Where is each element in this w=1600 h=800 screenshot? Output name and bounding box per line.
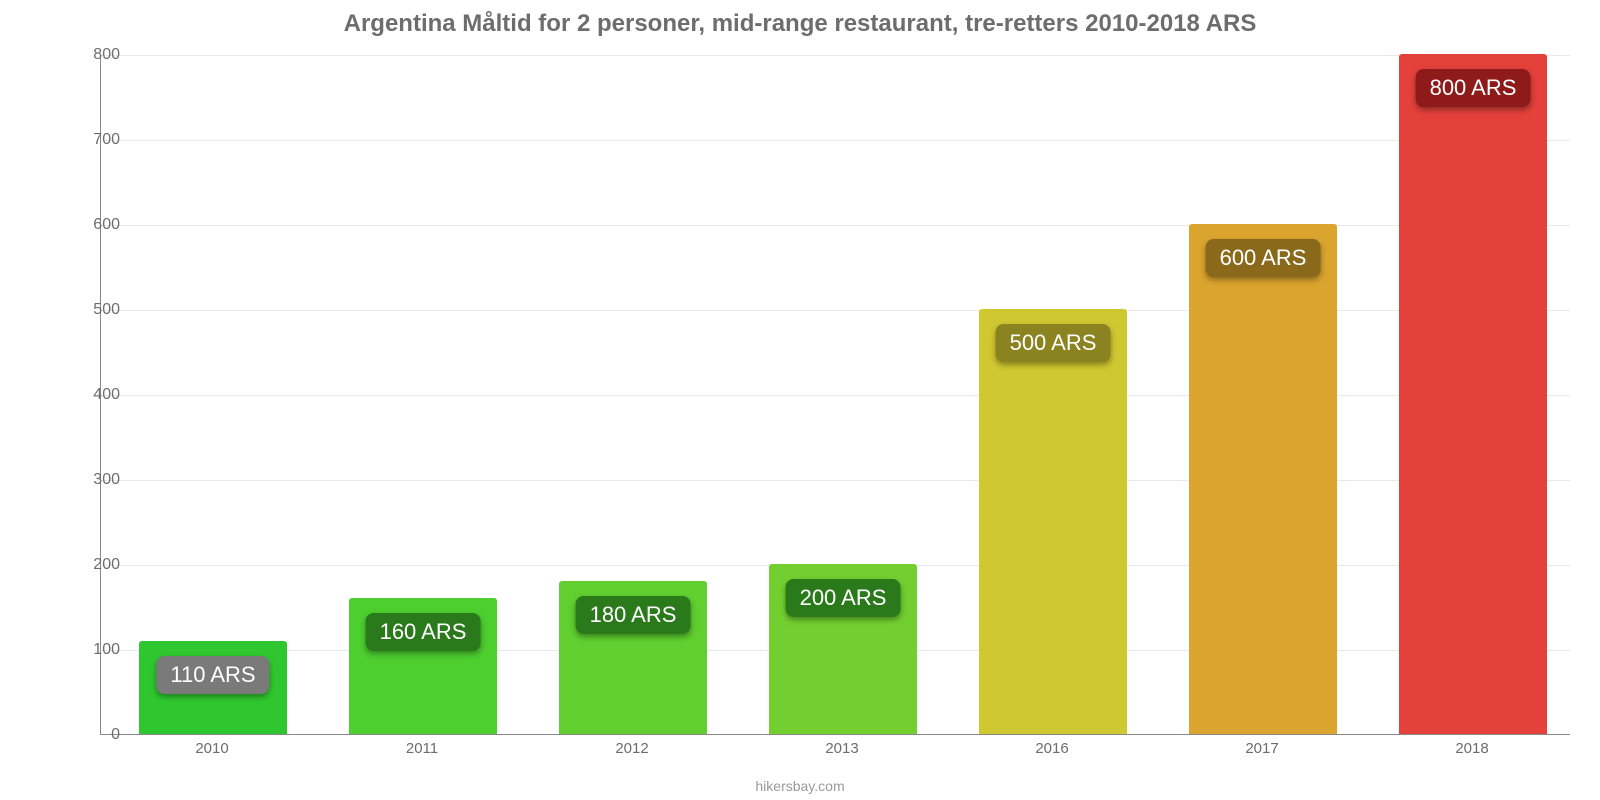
bar-value-label: 500 ARS: [996, 324, 1111, 362]
credit-text: hikersbay.com: [755, 778, 844, 794]
y-tick-label: 200: [60, 556, 120, 574]
bar-value-label: 110 ARS: [156, 656, 269, 694]
bar: 160 ARS: [349, 598, 497, 734]
grid-line: [101, 395, 1570, 396]
bar-value-label: 200 ARS: [786, 579, 901, 617]
grid-line: [101, 480, 1570, 481]
bar: 800 ARS: [1399, 54, 1547, 734]
x-tick-label: 2018: [1455, 740, 1488, 757]
grid-line: [101, 55, 1570, 56]
y-tick-label: 300: [60, 471, 120, 489]
bar-value-label: 160 ARS: [366, 613, 481, 651]
y-tick-label: 700: [60, 131, 120, 149]
grid-line: [101, 225, 1570, 226]
x-tick-label: 2013: [825, 740, 858, 757]
bar: 110 ARS: [139, 641, 287, 735]
x-tick-label: 2016: [1035, 740, 1068, 757]
bar-value-label: 600 ARS: [1206, 239, 1321, 277]
y-tick-label: 600: [60, 216, 120, 234]
bar-chart: Argentina Måltid for 2 personer, mid-ran…: [0, 0, 1600, 800]
bar-value-label: 800 ARS: [1416, 69, 1531, 107]
y-tick-label: 0: [60, 726, 120, 744]
y-tick-label: 800: [60, 46, 120, 64]
x-tick-label: 2017: [1245, 740, 1278, 757]
grid-line: [101, 310, 1570, 311]
x-tick-label: 2012: [615, 740, 648, 757]
chart-title: Argentina Måltid for 2 personer, mid-ran…: [0, 0, 1600, 38]
bar: 200 ARS: [769, 564, 917, 734]
x-tick-label: 2011: [406, 740, 438, 757]
x-tick-label: 2010: [195, 740, 228, 757]
bar: 500 ARS: [979, 309, 1127, 734]
y-tick-label: 500: [60, 301, 120, 319]
bar-value-label: 180 ARS: [576, 596, 691, 634]
bar: 600 ARS: [1189, 224, 1337, 734]
y-tick-label: 100: [60, 641, 120, 659]
y-tick-label: 400: [60, 386, 120, 404]
plot-area: 110 ARS 160 ARS 180 ARS 200 ARS 500 ARS 600 A…: [100, 55, 1570, 735]
bar: 180 ARS: [559, 581, 707, 734]
grid-line: [101, 140, 1570, 141]
